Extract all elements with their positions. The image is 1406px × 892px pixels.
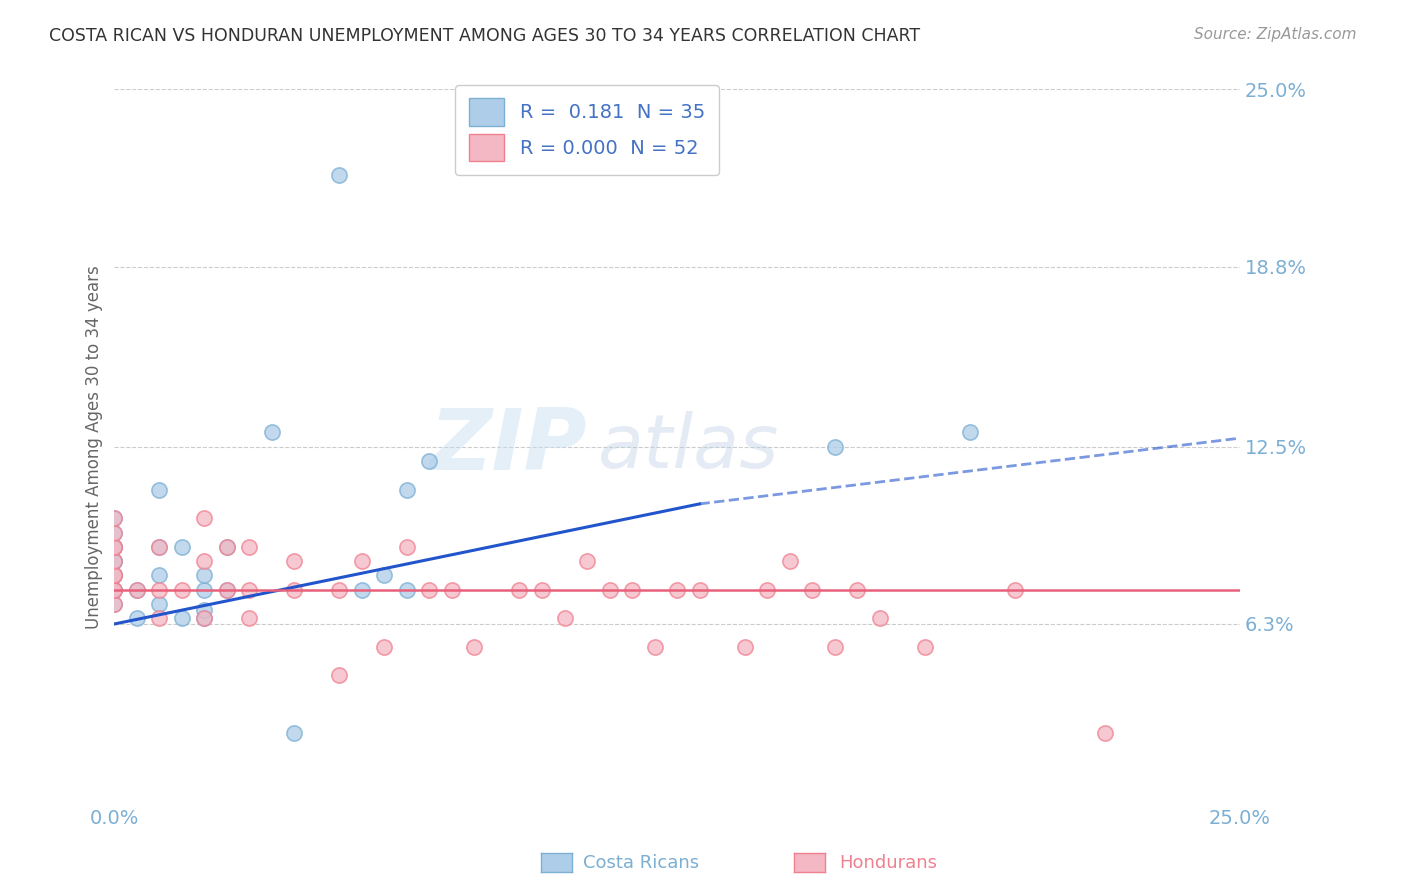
Point bbox=[260, 425, 283, 440]
Point bbox=[283, 725, 305, 739]
Point bbox=[350, 554, 373, 568]
Point bbox=[103, 568, 125, 582]
Point bbox=[103, 582, 125, 597]
Point bbox=[328, 168, 350, 182]
Point bbox=[103, 568, 125, 582]
Point bbox=[350, 582, 373, 597]
Point bbox=[846, 582, 869, 597]
Point bbox=[103, 582, 125, 597]
Point bbox=[103, 597, 125, 611]
Legend: R =  0.181  N = 35, R = 0.000  N = 52: R = 0.181 N = 35, R = 0.000 N = 52 bbox=[456, 85, 718, 175]
Point bbox=[148, 597, 170, 611]
Point bbox=[103, 525, 125, 540]
Point bbox=[599, 582, 621, 597]
Point bbox=[125, 611, 148, 625]
Point bbox=[779, 554, 801, 568]
Point bbox=[1094, 725, 1116, 739]
Point bbox=[215, 540, 238, 554]
Point bbox=[418, 582, 440, 597]
Point bbox=[193, 568, 215, 582]
Point bbox=[576, 554, 599, 568]
Point bbox=[869, 611, 891, 625]
Point bbox=[644, 640, 666, 654]
Point bbox=[103, 540, 125, 554]
Point bbox=[148, 483, 170, 497]
Point bbox=[238, 582, 260, 597]
Point bbox=[125, 582, 148, 597]
Point bbox=[215, 582, 238, 597]
Point bbox=[193, 582, 215, 597]
Text: Hondurans: Hondurans bbox=[839, 854, 938, 871]
Point bbox=[238, 540, 260, 554]
Point bbox=[148, 582, 170, 597]
Point bbox=[103, 540, 125, 554]
Point bbox=[283, 554, 305, 568]
Point bbox=[553, 611, 575, 625]
Point bbox=[193, 611, 215, 625]
Point bbox=[395, 582, 418, 597]
Point bbox=[103, 568, 125, 582]
Text: ZIP: ZIP bbox=[429, 405, 588, 488]
Text: Source: ZipAtlas.com: Source: ZipAtlas.com bbox=[1194, 27, 1357, 42]
Point bbox=[103, 511, 125, 525]
Point bbox=[215, 582, 238, 597]
Point bbox=[193, 603, 215, 617]
Point bbox=[283, 582, 305, 597]
Point bbox=[463, 640, 485, 654]
Point bbox=[103, 582, 125, 597]
Point bbox=[103, 540, 125, 554]
Text: atlas: atlas bbox=[599, 410, 780, 483]
Point bbox=[328, 582, 350, 597]
Point bbox=[418, 454, 440, 468]
Point bbox=[215, 540, 238, 554]
Point bbox=[103, 597, 125, 611]
Point bbox=[238, 611, 260, 625]
Point bbox=[959, 425, 981, 440]
Point bbox=[440, 582, 463, 597]
Point bbox=[666, 582, 689, 597]
Point bbox=[148, 540, 170, 554]
Point bbox=[621, 582, 644, 597]
Text: COSTA RICAN VS HONDURAN UNEMPLOYMENT AMONG AGES 30 TO 34 YEARS CORRELATION CHART: COSTA RICAN VS HONDURAN UNEMPLOYMENT AMO… bbox=[49, 27, 921, 45]
Point bbox=[373, 640, 395, 654]
Point bbox=[1004, 582, 1026, 597]
Point bbox=[824, 640, 846, 654]
Point bbox=[395, 483, 418, 497]
Point bbox=[148, 540, 170, 554]
Point bbox=[734, 640, 756, 654]
Point bbox=[801, 582, 824, 597]
Point bbox=[328, 668, 350, 682]
Point bbox=[193, 554, 215, 568]
Point bbox=[103, 568, 125, 582]
Point bbox=[103, 511, 125, 525]
Point bbox=[373, 568, 395, 582]
Point bbox=[170, 611, 193, 625]
Point bbox=[689, 582, 711, 597]
Point bbox=[530, 582, 553, 597]
Point bbox=[508, 582, 530, 597]
Point bbox=[756, 582, 779, 597]
Point bbox=[914, 640, 936, 654]
Point bbox=[103, 582, 125, 597]
Point bbox=[193, 511, 215, 525]
Point bbox=[125, 582, 148, 597]
Point bbox=[395, 540, 418, 554]
Point bbox=[193, 611, 215, 625]
Text: Costa Ricans: Costa Ricans bbox=[583, 854, 700, 871]
Point bbox=[824, 440, 846, 454]
Point bbox=[103, 540, 125, 554]
Point bbox=[170, 582, 193, 597]
Point bbox=[148, 611, 170, 625]
Point bbox=[170, 540, 193, 554]
Y-axis label: Unemployment Among Ages 30 to 34 years: Unemployment Among Ages 30 to 34 years bbox=[86, 265, 103, 629]
Point bbox=[148, 568, 170, 582]
Point bbox=[103, 525, 125, 540]
Point bbox=[103, 554, 125, 568]
Point bbox=[103, 554, 125, 568]
Point bbox=[103, 554, 125, 568]
